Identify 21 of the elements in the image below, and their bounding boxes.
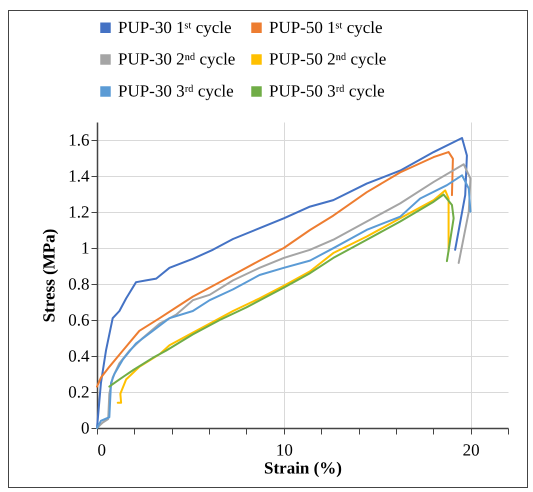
legend-label: PUP-50 3ʳᵈ cycle xyxy=(269,82,385,100)
legend-label: PUP-50 2ⁿᵈ cycle xyxy=(269,50,386,68)
x-tick-label: 0 xyxy=(98,440,106,460)
legend-label: PUP-30 3ʳᵈ cycle xyxy=(118,82,234,100)
y-tick-label: 0.2 xyxy=(68,382,90,402)
line-series xyxy=(96,151,454,388)
y-axis-title: Stress (MPa) xyxy=(39,228,58,322)
y-tick-label: 1 xyxy=(81,238,90,258)
legend-label: PUP-30 1ˢᵗ cycle xyxy=(118,18,232,37)
legend-label: PUP-30 2ⁿᵈ cycle xyxy=(118,50,236,68)
y-tick-label: 1.6 xyxy=(68,130,90,150)
y-tick-label: 1.4 xyxy=(68,166,90,186)
y-tick-label: 0.6 xyxy=(68,310,90,330)
x-tick-label: 20 xyxy=(462,440,480,460)
y-tick-label: 0 xyxy=(81,418,90,438)
x-axis-title: Strain (%) xyxy=(264,458,342,478)
legend-label: PUP-50 1ˢᵗ cycle xyxy=(269,18,383,37)
y-tick-label: 0.4 xyxy=(68,346,90,366)
y-tick-label: 0.8 xyxy=(68,274,90,294)
x-tick-label: 10 xyxy=(276,440,293,460)
y-tick-label: 1.2 xyxy=(68,202,90,222)
